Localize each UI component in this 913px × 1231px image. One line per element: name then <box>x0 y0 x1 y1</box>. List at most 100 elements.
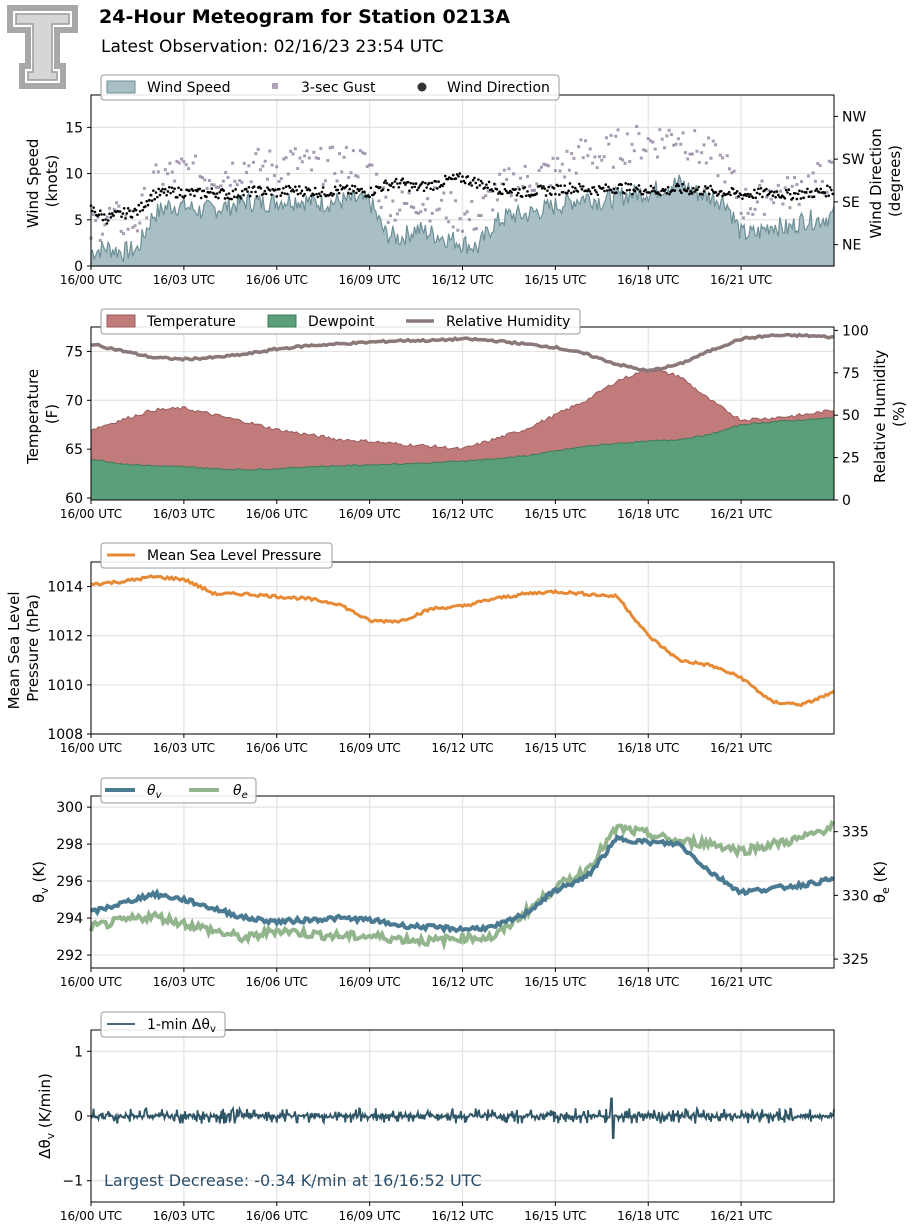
direction-point <box>784 188 788 192</box>
y2-tick-label: 50 <box>842 408 860 424</box>
gust-point <box>597 155 601 159</box>
direction-point <box>437 180 440 183</box>
direction-point <box>648 191 651 194</box>
thermo-y-ticks: 60 65 70 75 <box>65 344 91 507</box>
delta-x-ticks: 16/00 UTC 16/03 UTC 16/06 UTC 16/09 UTC 16/1… <box>60 1202 772 1223</box>
gust-point <box>535 182 539 186</box>
direction-point <box>770 190 773 193</box>
legend-theta-e: θe <box>233 783 248 801</box>
direction-point <box>547 185 551 189</box>
direction-point <box>304 186 308 189</box>
direction-point <box>108 212 111 216</box>
wind-panel: 0 5 10 15 NE SE SW NW 16/00 UTC 16/03 UTC 16/06 … <box>24 74 904 287</box>
gust-point <box>660 137 664 141</box>
direction-point <box>665 191 669 195</box>
direction-point <box>248 194 252 198</box>
direction-point <box>515 193 519 197</box>
gust-point <box>748 207 752 211</box>
direction-point <box>556 184 560 188</box>
gust-point <box>258 168 262 172</box>
direction-point <box>609 188 613 192</box>
direction-point <box>202 189 206 193</box>
direction-point <box>422 189 426 193</box>
direction-point <box>765 187 768 191</box>
direction-point <box>776 193 780 197</box>
y-tick-label: 1010 <box>47 678 83 694</box>
y-tick-label: 15 <box>65 120 83 136</box>
direction-point <box>329 191 333 195</box>
direction-point <box>97 213 101 216</box>
gust-point <box>277 180 281 184</box>
direction-point <box>177 186 180 190</box>
direction-point <box>378 186 382 189</box>
direction-point <box>518 188 521 191</box>
gust-point <box>776 183 780 187</box>
delta-y-ticks: −1 0 1 <box>62 1044 91 1190</box>
x-tick-label: 16/15 UTC <box>524 273 586 287</box>
gust-point <box>500 182 504 186</box>
gust-point <box>470 199 474 203</box>
gust-point <box>572 156 576 160</box>
direction-point <box>739 193 743 197</box>
gust-point <box>739 211 743 215</box>
x-tick-label: 16/06 UTC <box>246 1209 308 1223</box>
direction-point <box>629 183 633 186</box>
gust-point <box>279 177 283 181</box>
gust-point <box>117 204 121 208</box>
gust-point <box>751 212 755 216</box>
gust-point <box>827 159 831 163</box>
gust-point <box>291 152 295 156</box>
direction-point <box>815 187 819 191</box>
direction-point <box>806 187 809 191</box>
gust-point <box>797 202 801 206</box>
direction-point <box>491 189 495 193</box>
x-tick-label: 16/00 UTC <box>60 1209 122 1223</box>
direction-point <box>250 190 253 194</box>
x-tick-label: 16/09 UTC <box>339 741 401 755</box>
gust-point <box>319 146 323 150</box>
gust-point <box>419 210 423 214</box>
direction-point <box>292 190 296 193</box>
legend-temperature-swatch <box>106 314 136 328</box>
y2-tick-label: 325 <box>842 952 869 968</box>
y-tick-label: 292 <box>56 948 83 964</box>
direction-point <box>410 186 414 189</box>
direction-point <box>232 195 236 199</box>
direction-point <box>421 180 424 184</box>
direction-point <box>291 188 294 191</box>
theta-e-ticks: 325 330 335 <box>834 825 869 968</box>
gust-point <box>386 220 390 224</box>
gust-point <box>393 218 397 222</box>
gust-point <box>528 184 532 188</box>
direction-point <box>240 189 244 193</box>
gust-point <box>658 128 662 132</box>
direction-point <box>746 192 750 196</box>
x-tick-label: 16/06 UTC <box>246 975 308 989</box>
gust-point <box>472 227 476 231</box>
direction-point <box>118 210 122 213</box>
gust-point <box>730 171 734 175</box>
direction-point <box>222 189 225 192</box>
gust-point <box>254 152 258 156</box>
gust-point <box>228 183 232 187</box>
gust-point <box>337 152 341 156</box>
direction-point <box>183 194 187 198</box>
wind-x-ticks: 16/00 UTC 16/03 UTC 16/06 UTC 16/09 UTC 16/1… <box>60 266 772 287</box>
direction-point <box>628 188 631 192</box>
gust-point <box>811 171 815 175</box>
gust-point <box>184 163 188 167</box>
direction-point <box>759 186 763 190</box>
gust-point <box>672 143 676 147</box>
y-tick-label: 0 <box>74 259 83 275</box>
y-tick-label: 10 <box>65 167 83 183</box>
gust-point <box>272 173 276 177</box>
gust-point <box>725 154 729 158</box>
direction-point <box>397 185 401 189</box>
y-tick-label: 1014 <box>47 580 83 596</box>
gust-point <box>416 211 420 215</box>
gust-point <box>465 210 469 214</box>
gust-point <box>549 184 553 188</box>
direction-point <box>303 192 306 196</box>
gust-point <box>588 147 592 151</box>
direction-point <box>580 187 584 191</box>
